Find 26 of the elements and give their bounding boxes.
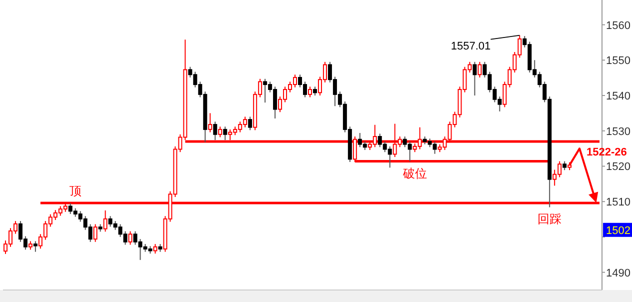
candlestick <box>308 86 312 98</box>
candlestick <box>218 126 222 138</box>
annotation: 顶 <box>69 184 82 198</box>
candlestick <box>248 116 252 131</box>
annotation: 1522-26 <box>586 146 627 158</box>
annotation: 破位 <box>402 166 427 180</box>
candlestick <box>93 224 98 242</box>
candlestick <box>208 112 212 133</box>
candlestick <box>472 61 477 96</box>
candlestick <box>223 126 228 141</box>
candlestick <box>478 61 482 78</box>
y-tick-label: 1550 <box>606 55 630 68</box>
candlestick <box>103 210 108 232</box>
annotation: 回踩 <box>538 212 562 226</box>
candlestick <box>128 230 132 246</box>
y-tick-label: 1540 <box>606 90 630 102</box>
y-tick-label: 1560 <box>606 20 630 32</box>
y-tick-label: 1530 <box>606 126 630 138</box>
y-tick-label: 1510 <box>606 196 630 209</box>
candlestick <box>213 121 218 141</box>
y-tick-label: 1490 <box>606 267 630 280</box>
y-tick-label: 1520 <box>606 161 630 174</box>
candlestick <box>153 244 158 254</box>
annotation: 1502 <box>606 224 630 237</box>
annotation: 1557.01 <box>450 40 491 52</box>
candlestick <box>33 240 38 252</box>
